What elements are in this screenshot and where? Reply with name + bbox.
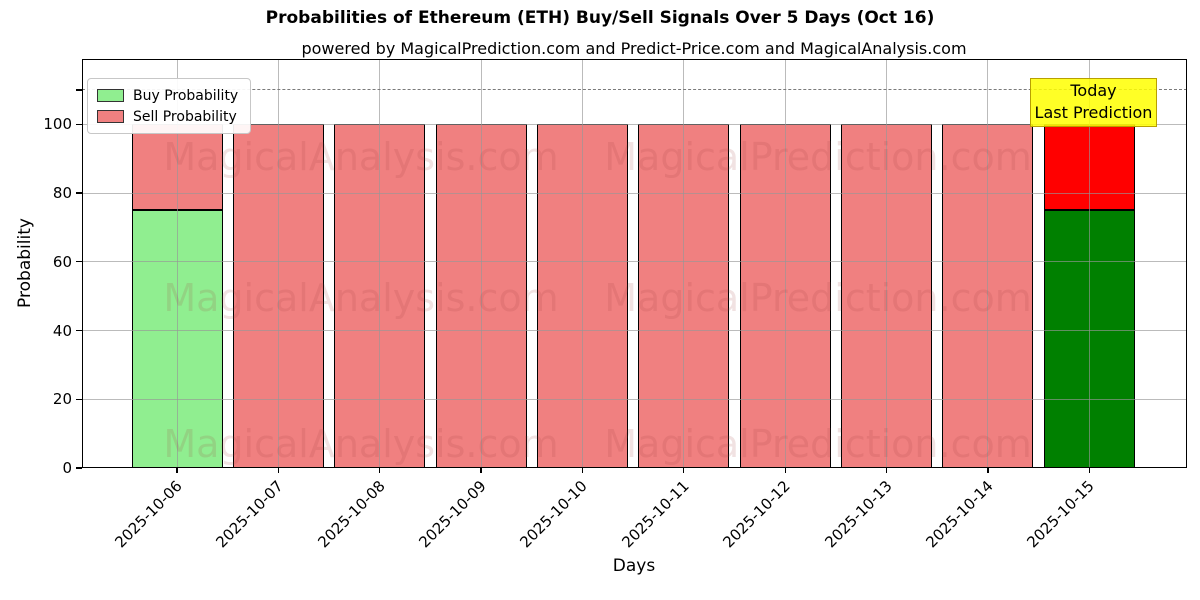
x-tick-mark [784,468,786,473]
y-tick-label: 0 [62,459,72,477]
y-tick-mark [76,123,82,125]
legend-item-buy: Buy Probability [97,85,238,106]
v-gridline [581,59,583,468]
x-axis-label: Days [612,556,656,576]
x-tick-mark [1088,468,1090,473]
y-tick-mark [76,467,82,469]
legend-label-sell: Sell Probability [133,108,237,125]
y-tick-mark-minor [76,89,82,91]
v-gridline [886,59,888,468]
watermark-analysis: MagicalAnalysis.com [163,276,559,320]
x-tick-mark [379,468,381,473]
v-gridline [379,59,381,468]
x-tick-mark [480,468,482,473]
h-gridline [82,330,1187,332]
y-tick-label: 40 [52,321,72,340]
x-tick-mark [581,468,584,473]
legend-label-buy: Buy Probability [133,87,239,104]
threshold-dashed-line [82,89,1187,91]
y-tick-label: 80 [52,184,72,203]
buy-swatch-icon [97,89,124,102]
today-annotation: Today Last Prediction [1030,78,1157,127]
v-gridline [480,59,482,468]
y-tick-label: 60 [52,252,72,271]
watermark-prediction: MagicalPrediction.com [604,276,1032,320]
y-tick-mark [76,329,82,332]
x-tick-mark [176,468,178,473]
chart-subtitle: powered by MagicalPrediction.com and Pre… [301,39,967,58]
x-tick-mark [987,468,989,473]
y-tick-mark [76,261,82,263]
watermark-prediction: MagicalPrediction.com [604,135,1032,179]
v-gridline [1088,59,1090,468]
x-tick-mark [277,468,279,473]
x-tick-mark [885,468,888,473]
chart-title: Probabilities of Ethereum (ETH) Buy/Sell… [265,8,935,28]
h-gridline [82,261,1187,263]
h-gridline [82,192,1187,194]
h-gridline [82,123,1187,125]
y-tick-label: 100 [43,115,72,134]
legend-item-sell: Sell Probability [97,106,238,127]
v-gridline [176,59,178,468]
sell-swatch-icon [97,110,124,123]
today-line1: Today [1070,81,1117,100]
y-tick-label: 20 [52,390,72,409]
plot-area: MagicalAnalysis.com MagicalPrediction.com… [82,59,1187,468]
y-tick-mark [76,398,82,400]
legend: Buy Probability Sell Probability [87,78,252,134]
x-tick-mark [683,468,685,473]
x-tick-label: 2025-10-06 [111,477,186,552]
h-gridline [82,398,1187,400]
v-gridline [277,59,279,468]
today-line2: Last Prediction [1034,103,1153,122]
v-gridline [987,59,989,468]
watermark-prediction: MagicalPrediction.com [604,422,1032,466]
watermark-analysis: MagicalAnalysis.com [163,135,559,179]
v-gridline [683,59,685,468]
watermark-analysis: MagicalAnalysis.com [163,422,559,466]
v-gridline [784,59,786,468]
y-tick-mark [76,192,82,194]
